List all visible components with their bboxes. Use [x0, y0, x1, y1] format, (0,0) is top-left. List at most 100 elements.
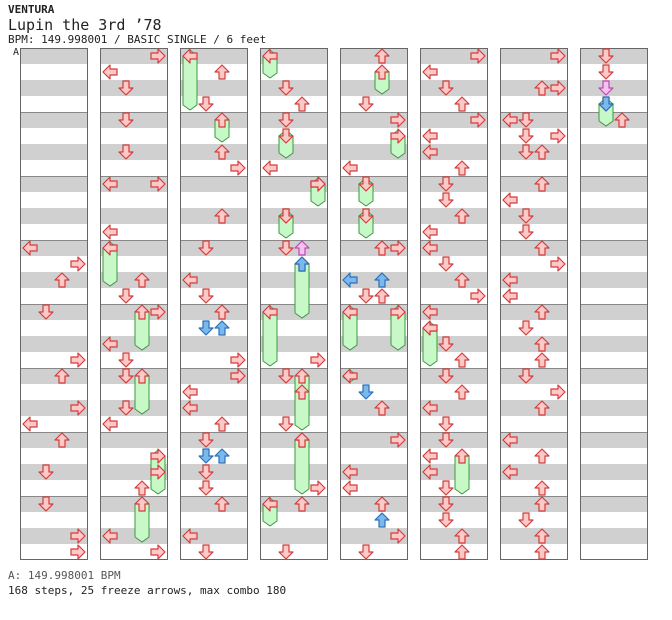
row-stripe: [340, 368, 408, 384]
row-stripe: [500, 336, 568, 352]
row-stripe: [340, 80, 408, 96]
step-chart: [20, 48, 648, 560]
step-down-arrow: [438, 480, 454, 496]
step-right-arrow: [390, 528, 406, 544]
step-up-arrow: [134, 480, 150, 496]
step-up-arrow: [534, 176, 550, 192]
step-right-arrow: [550, 80, 566, 96]
step-blue-down-arrow: [358, 384, 374, 400]
step-down-arrow: [198, 288, 214, 304]
step-right-arrow: [70, 400, 86, 416]
row-stripe: [100, 144, 168, 160]
row-stripe: [100, 48, 168, 64]
step-right-arrow: [550, 128, 566, 144]
step-up-arrow: [374, 496, 390, 512]
row-stripe: [580, 176, 648, 192]
step-left-arrow: [422, 240, 438, 256]
step-down-arrow: [438, 496, 454, 512]
step-down-arrow: [518, 208, 534, 224]
step-blue-up-arrow: [374, 512, 390, 528]
row-stripe: [180, 336, 248, 352]
step-left-arrow: [422, 64, 438, 80]
freeze-head-left-arrow: [262, 496, 278, 512]
freeze-head-up-arrow: [134, 304, 150, 320]
step-left-arrow: [182, 528, 198, 544]
row-stripe: [100, 304, 168, 320]
step-down-arrow: [118, 288, 134, 304]
step-up-arrow: [214, 208, 230, 224]
step-down-arrow: [278, 240, 294, 256]
row-stripe: [260, 144, 328, 160]
step-left-arrow: [182, 272, 198, 288]
step-up-arrow: [534, 240, 550, 256]
step-down-arrow: [278, 544, 294, 560]
row-stripe: [260, 112, 328, 128]
step-left-arrow: [182, 400, 198, 416]
row-stripe: [20, 496, 88, 512]
step-down-arrow: [438, 368, 454, 384]
row-stripe: [100, 176, 168, 192]
row-stripe: [260, 464, 328, 480]
step-down-arrow: [198, 240, 214, 256]
row-stripe: [580, 80, 648, 96]
step-left-arrow: [422, 224, 438, 240]
column-border: [100, 48, 168, 560]
step-right-arrow: [550, 384, 566, 400]
step-down-arrow: [278, 80, 294, 96]
row-stripe: [340, 176, 408, 192]
freeze-head-up-arrow: [294, 368, 310, 384]
row-stripe: [340, 528, 408, 544]
row-stripe: [420, 144, 488, 160]
step-right-arrow: [70, 256, 86, 272]
step-left-arrow: [102, 336, 118, 352]
chart-column-2: [100, 48, 168, 560]
column-border: [500, 48, 568, 560]
row-stripe: [100, 80, 168, 96]
row-stripe: [20, 528, 88, 544]
step-left-arrow: [422, 144, 438, 160]
step-up-arrow: [534, 448, 550, 464]
step-blue-up-arrow: [374, 272, 390, 288]
chart-column-4: [260, 48, 328, 560]
step-down-arrow: [38, 496, 54, 512]
row-stripe: [100, 400, 168, 416]
row-stripe: [20, 368, 88, 384]
artist-name: VENTURA: [8, 3, 55, 16]
step-right-arrow: [390, 240, 406, 256]
row-stripe: [180, 464, 248, 480]
chart-column-6: [420, 48, 488, 560]
step-left-arrow: [22, 416, 38, 432]
row-stripe: [420, 80, 488, 96]
row-stripe: [500, 464, 568, 480]
step-down-arrow: [438, 256, 454, 272]
step-right-arrow: [470, 48, 486, 64]
step-down-arrow: [198, 464, 214, 480]
freeze-head-left-arrow: [102, 240, 118, 256]
step-left-arrow: [102, 528, 118, 544]
step-up-arrow: [534, 304, 550, 320]
step-down-arrow: [118, 400, 134, 416]
row-stripe: [20, 176, 88, 192]
chart-column-8: [580, 48, 648, 560]
step-down-arrow: [278, 208, 294, 224]
row-stripe: [580, 336, 648, 352]
row-stripe: [580, 240, 648, 256]
row-stripe: [340, 400, 408, 416]
step-down-arrow: [518, 144, 534, 160]
step-left-arrow: [102, 224, 118, 240]
freeze-head-left-arrow: [262, 304, 278, 320]
row-stripe: [180, 208, 248, 224]
step-up-arrow: [214, 144, 230, 160]
step-down-arrow: [358, 288, 374, 304]
step-left-arrow: [502, 192, 518, 208]
row-stripe: [580, 368, 648, 384]
step-blue-up-arrow: [214, 320, 230, 336]
row-stripe: [420, 48, 488, 64]
column-border: [180, 48, 248, 560]
column-border: [340, 48, 408, 560]
freeze-head-left-arrow: [342, 368, 358, 384]
step-down-arrow: [518, 368, 534, 384]
freeze-head-left-arrow: [342, 304, 358, 320]
row-stripe: [20, 400, 88, 416]
step-right-arrow: [150, 176, 166, 192]
